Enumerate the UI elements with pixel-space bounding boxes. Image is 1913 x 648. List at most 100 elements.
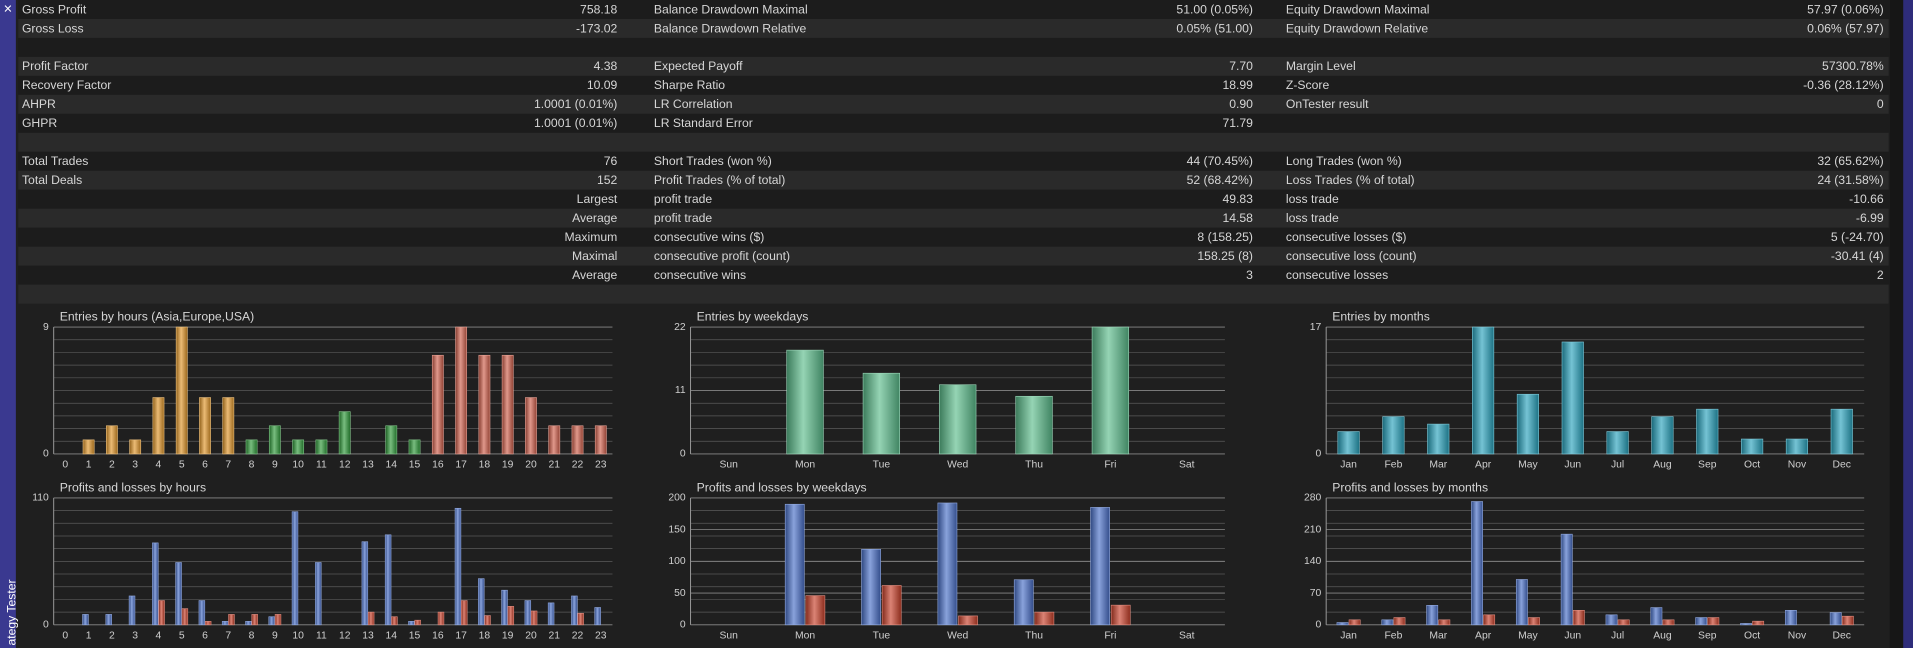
chart: Profits and losses by weekdays 0 50 100 150 2… (668, 480, 1225, 642)
panel-tab[interactable]: ategy Tester (4, 579, 18, 645)
bar (484, 615, 491, 626)
bar (437, 611, 445, 626)
x-tick-label: 8 (249, 460, 255, 471)
x-tick-label: Aug (1653, 631, 1672, 642)
stat-value: 0.05% (51.00) (1176, 21, 1253, 35)
bar (414, 619, 421, 626)
y-tick-label: 0 (680, 620, 686, 631)
bar (128, 595, 136, 626)
chart-title: Profits and losses by hours (60, 480, 206, 494)
y-tick-label: 0 (680, 449, 686, 460)
bar (1707, 617, 1720, 626)
x-tick-label: 21 (548, 460, 560, 471)
x-tick-label: Nov (1788, 460, 1807, 471)
bar (384, 534, 392, 626)
x-tick-label: Dec (1833, 460, 1851, 471)
bar (1605, 614, 1618, 626)
bar (571, 425, 584, 455)
row-stripe (18, 37, 1889, 57)
bar (1426, 605, 1439, 626)
bar (1393, 617, 1406, 626)
bar (221, 621, 229, 626)
y-tick-label: 22 (674, 322, 686, 333)
stat-label: profit trade (654, 211, 712, 225)
stat-value: 32 (65.62%) (1817, 154, 1883, 168)
bar (361, 541, 369, 626)
y-tick-label: 9 (43, 322, 49, 333)
x-tick-label: May (1518, 631, 1538, 642)
x-tick-label: Sat (1179, 631, 1195, 642)
x-tick-label: 14 (386, 460, 398, 471)
scrollbar[interactable] (1889, 0, 1904, 648)
bar (786, 349, 824, 455)
bar (861, 548, 881, 626)
chart-title: Entries by months (1332, 310, 1430, 324)
stat-label: Balance Drawdown Relative (654, 21, 807, 35)
x-tick-label: 18 (479, 460, 491, 471)
bar (881, 585, 902, 626)
stat-value: 3 (1246, 268, 1253, 282)
x-tick-label: Apr (1475, 460, 1492, 471)
y-tick-label: 70 (1310, 588, 1322, 599)
x-tick-label: Jan (1340, 631, 1357, 642)
x-tick-label: 2 (109, 460, 115, 471)
stat-value: 76 (604, 154, 618, 168)
stat-value: 52 (68.42%) (1187, 173, 1253, 187)
y-tick-label: 100 (668, 556, 686, 567)
bar (461, 600, 468, 626)
x-tick-label: Aug (1653, 460, 1672, 471)
chart: Entries by hours (Asia,Europe,USA)090 1 2 3… (43, 310, 613, 471)
stat-label: Sharpe Ratio (654, 78, 725, 92)
bar (1110, 604, 1131, 626)
x-tick-label: 9 (272, 631, 278, 642)
x-tick-label: 0 (62, 460, 68, 471)
bar (594, 425, 607, 455)
row-stripe (18, 113, 1889, 133)
row-stripe (18, 170, 1889, 190)
stat-label: Loss Trades (% of total) (1286, 173, 1415, 187)
bar (198, 600, 206, 626)
stat-value: 0.90 (1229, 97, 1253, 111)
close-button[interactable]: × (4, 2, 13, 18)
x-tick-label: Apr (1475, 631, 1492, 642)
bar (1015, 395, 1053, 455)
bar (1830, 408, 1853, 455)
stat-value: 7.70 (1229, 59, 1253, 73)
x-tick-label: 1 (86, 460, 92, 471)
bar (1034, 611, 1055, 626)
bar (1382, 416, 1405, 455)
x-tick-label: Sep (1698, 460, 1717, 471)
y-tick-label: 0 (43, 449, 49, 460)
x-tick-label: 18 (479, 631, 491, 642)
x-tick-label: May (1518, 460, 1538, 471)
stat-value: 758.18 (580, 2, 617, 16)
x-tick-label: 1 (86, 631, 92, 642)
x-tick-label: 6 (202, 460, 208, 471)
row-stripe (18, 189, 1889, 209)
x-tick-label: 9 (272, 460, 278, 471)
stat-value: 4.38 (594, 59, 618, 73)
bar (408, 621, 415, 626)
bar (547, 602, 555, 626)
x-tick-label: 8 (249, 631, 255, 642)
stat-label: Equity Drawdown Relative (1286, 21, 1428, 35)
stat-value: 24 (31.58%) (1817, 173, 1883, 187)
x-tick-label: 15 (409, 460, 421, 471)
bar (548, 425, 561, 455)
row-stripe (18, 56, 1889, 76)
bar (1741, 438, 1764, 455)
stat-value: -10.66 (1849, 192, 1884, 206)
y-tick-label: 50 (674, 588, 686, 599)
x-tick-label: Sun (719, 460, 738, 471)
stat-label: LR Correlation (654, 97, 733, 111)
bar (1617, 619, 1630, 626)
row-stripe (18, 208, 1889, 228)
stat-label: consecutive wins ($) (654, 230, 764, 244)
bar (245, 621, 252, 626)
x-tick-label: Dec (1833, 631, 1851, 642)
chart-title: Profits and losses by weekdays (697, 480, 867, 494)
x-tick-label: 19 (502, 460, 514, 471)
stat-value: 14.58 (1222, 211, 1253, 225)
bar (805, 595, 826, 626)
x-tick-label: 13 (362, 631, 374, 642)
